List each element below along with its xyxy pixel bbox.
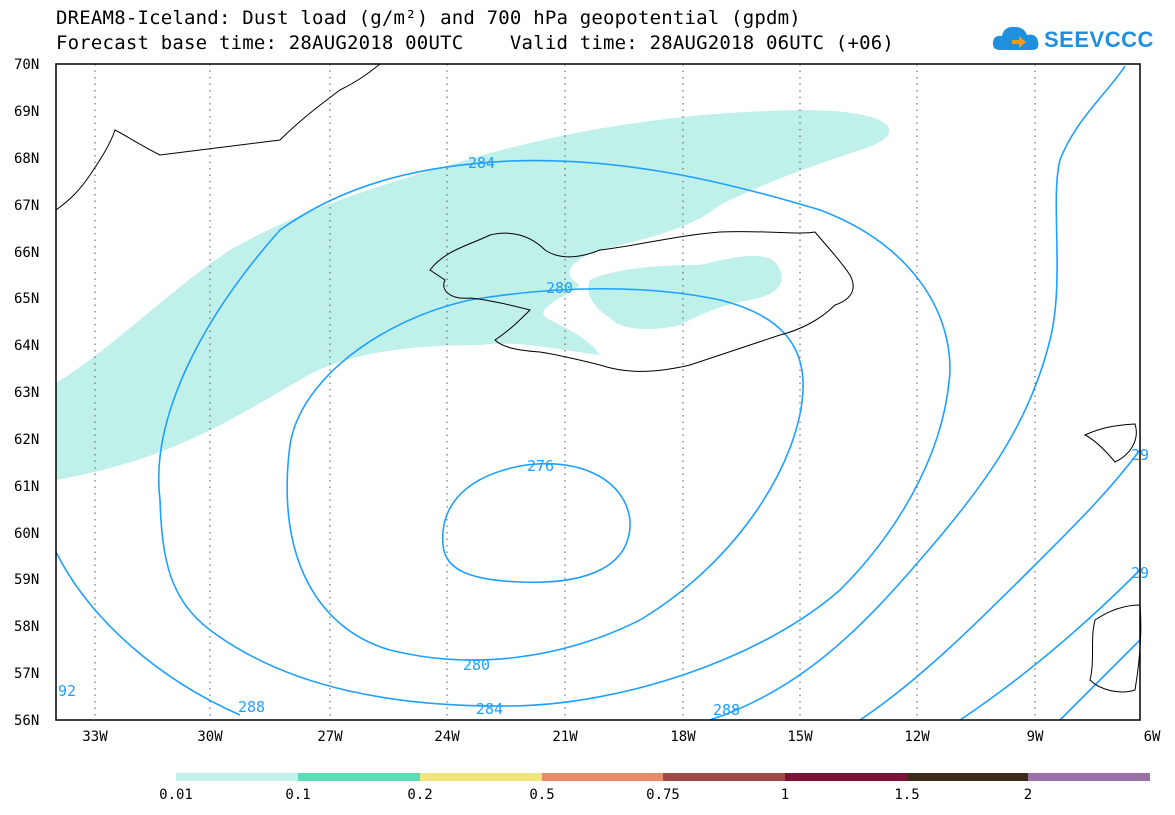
longitude-labels: 33W 30W 27W 24W 21W 18W 15W 12W 9W 6W [82,729,1161,745]
coastline [55,63,1142,693]
colorbar-label: 0.5 [529,787,554,803]
colorbar-label: 0.1 [285,787,310,803]
map-frame [55,63,1141,721]
colorbar [176,773,1150,781]
lon-label: 30W [197,729,223,745]
lat-label: 69N [14,104,39,120]
forecast-times: Forecast base time: 28AUG2018 00UTC Vali… [56,32,895,54]
map-title: DREAM8-Iceland: Dust load (g/m²) and 700… [56,7,801,29]
lat-label: 56N [14,713,39,729]
lat-label: 65N [14,291,39,307]
lat-label: 60N [14,526,39,542]
colorbar-swatch [176,773,298,781]
colorbar-swatch [785,773,907,781]
cloud-icon [992,26,1039,50]
colorbar-swatch [663,773,785,781]
contour-label: 284 [468,154,495,172]
colorbar-label: 1 [781,787,789,803]
colorbar-swatch [542,773,663,781]
colorbar-swatch [420,773,542,781]
dust-load-area [56,110,890,480]
lon-label: 6W [1144,729,1161,745]
lat-label: 67N [14,198,39,214]
contour-label: 280 [463,656,490,674]
lon-label: 21W [552,729,578,745]
lat-label: 61N [14,479,39,495]
contour-label: 276 [527,457,554,475]
geopotential-contours [55,65,1141,721]
contour-label: 288 [238,698,265,716]
contour-label: 284 [476,700,503,718]
lat-label: 66N [14,245,39,261]
lat-label: 57N [14,666,39,682]
lat-label: 59N [14,572,39,588]
lon-label: 9W [1027,729,1044,745]
lat-label: 63N [14,385,39,401]
contour-label: 288 [713,701,740,719]
colorbar-swatch [907,773,1028,781]
colorbar-labels: 0.01 0.1 0.2 0.5 0.75 1 1.5 2 [159,787,1032,803]
colorbar-swatch [298,773,420,781]
colorbar-label: 0.2 [407,787,432,803]
colorbar-label: 2 [1024,787,1032,803]
lat-label: 58N [14,619,39,635]
colorbar-label: 0.01 [159,787,193,803]
contour-label: 92 [58,682,76,700]
lat-label: 68N [14,151,39,167]
lon-label: 15W [787,729,813,745]
lon-label: 24W [434,729,460,745]
contour-labels: 284 280 276 280 284 288 288 92 29 29 [58,154,1149,719]
contour-label: 280 [546,279,573,297]
colorbar-label: 0.75 [646,787,680,803]
colorbar-label: 1.5 [894,787,919,803]
lon-label: 33W [82,729,108,745]
lat-label: 64N [14,338,39,354]
latitude-labels: 70N 69N 68N 67N 66N 65N 64N 63N 62N 61N … [14,57,39,729]
lon-label: 18W [670,729,696,745]
logo-text: SEEVCCC [1044,27,1154,52]
lon-label: 12W [904,729,930,745]
colorbar-swatch [1028,773,1150,781]
lat-label: 62N [14,432,39,448]
lon-label: 27W [317,729,343,745]
lat-label: 70N [14,57,39,73]
seevccc-logo: SEEVCCC [990,20,1153,60]
